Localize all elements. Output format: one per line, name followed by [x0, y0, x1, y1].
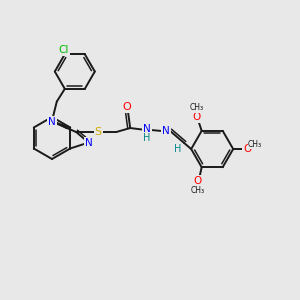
Text: O: O: [193, 112, 201, 122]
Text: H: H: [143, 133, 151, 143]
Text: N: N: [85, 137, 92, 148]
Text: N: N: [162, 126, 170, 136]
Text: O: O: [123, 102, 132, 112]
Text: CH₃: CH₃: [248, 140, 262, 148]
Text: CH₃: CH₃: [190, 186, 205, 195]
Text: CH₃: CH₃: [190, 103, 204, 112]
Text: H: H: [175, 144, 182, 154]
Text: S: S: [94, 127, 102, 137]
Text: O: O: [194, 176, 202, 186]
Text: Cl: Cl: [58, 45, 69, 55]
Text: N: N: [143, 124, 151, 134]
Text: O: O: [243, 144, 251, 154]
Text: N: N: [48, 116, 56, 127]
